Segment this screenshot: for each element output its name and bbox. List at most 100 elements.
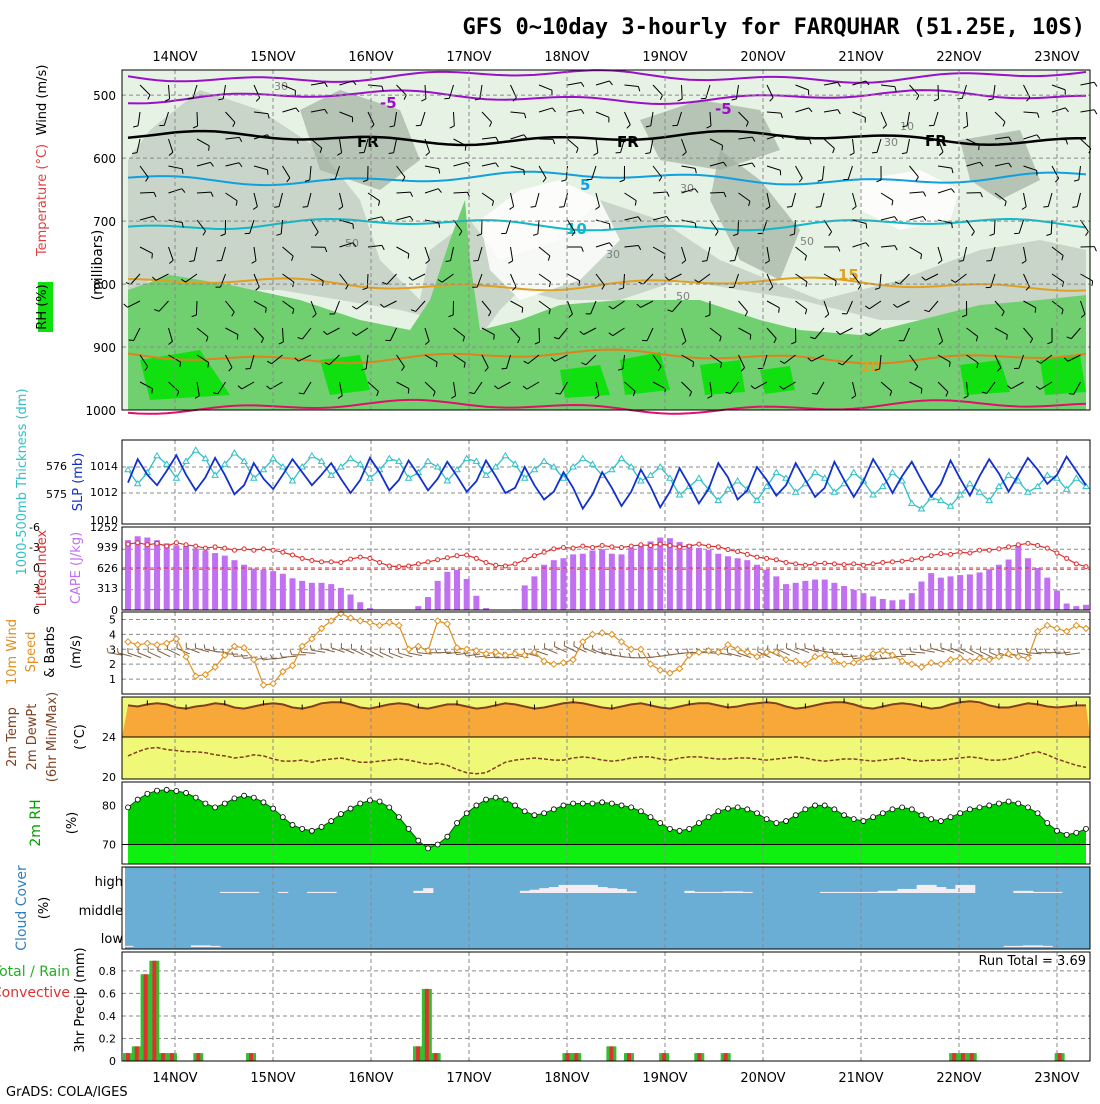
rh2m-point <box>609 801 614 806</box>
rh2m-point <box>648 815 653 820</box>
li-point <box>203 546 207 550</box>
cloud-bar-high <box>326 892 336 893</box>
rh2m-point <box>900 805 905 810</box>
cape-bar <box>183 546 189 610</box>
cloud-bar-low <box>1004 946 1014 947</box>
rh2m-point <box>774 821 779 826</box>
li-point <box>1026 541 1030 545</box>
rh2m-point <box>938 819 943 824</box>
rh2m-point <box>338 812 343 817</box>
rh2m-point <box>803 807 808 812</box>
rh2m-point <box>135 797 140 802</box>
cape-tick-label: 939 <box>97 541 118 554</box>
cloud-bar-high <box>946 889 956 893</box>
cloud-bar-high <box>588 885 598 893</box>
precip-bar-convective <box>416 1046 420 1061</box>
rh2m-point <box>580 801 585 806</box>
li-point <box>455 554 459 558</box>
cape-bar <box>638 545 644 610</box>
wind-barb-tick <box>779 308 780 313</box>
li-point <box>716 545 720 549</box>
cape-bar <box>560 558 566 610</box>
cape-bar <box>1015 545 1021 610</box>
bottom-date-label: 20NOV <box>740 1071 785 1086</box>
wind-barb <box>234 656 248 657</box>
rh2m-point <box>929 817 934 822</box>
wind-barb-tick <box>303 207 308 208</box>
cloud-bar-high <box>249 892 259 893</box>
temp-label-line4: (°C) <box>73 724 88 750</box>
cloud-bar-high <box>530 890 540 893</box>
cape-tick-label: 313 <box>97 582 118 595</box>
precip-axis-label: 3hr Precip (mm) <box>73 947 88 1052</box>
rh2m-point <box>348 806 353 811</box>
isotherm-label: 30 <box>606 248 620 261</box>
wind-barb-tick <box>494 335 495 340</box>
li-point <box>900 559 904 563</box>
rh2m-point <box>435 842 440 847</box>
wind-barb-tick <box>107 648 108 653</box>
cape-bar <box>173 545 179 610</box>
precip-bar-convective <box>170 1053 174 1061</box>
bottom-date-label: 17NOV <box>446 1071 491 1086</box>
li-point <box>813 562 817 566</box>
pressure-axis-label: (millibars) <box>90 230 106 301</box>
li-point <box>494 563 498 567</box>
cape-bar <box>202 550 208 610</box>
li-point <box>910 558 914 562</box>
cape-bar <box>309 583 315 610</box>
cape-bar <box>319 583 325 610</box>
top-date-label: 16NOV <box>348 50 393 65</box>
rh2m-point <box>851 817 856 822</box>
wind-barb-tick <box>274 207 279 208</box>
thickness-tick-label: 575 <box>46 488 67 501</box>
rh-saturated-region <box>1040 355 1086 395</box>
li-point <box>803 563 807 567</box>
rh2m-point <box>213 805 218 810</box>
cape-bar <box>648 541 654 610</box>
cape-bar <box>522 585 528 610</box>
rh2m-point <box>155 788 160 793</box>
li-point <box>649 543 653 547</box>
li-point <box>194 544 198 548</box>
li-point <box>1045 546 1049 550</box>
isotherm-label: 50 <box>800 235 814 248</box>
cape-bar <box>667 538 673 610</box>
cloud-bar-high <box>839 892 849 893</box>
rh2m-point <box>406 826 411 831</box>
rh2m-point <box>871 815 876 820</box>
cape-bar <box>280 574 286 610</box>
rh2m-point <box>696 821 701 826</box>
rh2m-point <box>387 805 392 810</box>
li-point <box>919 556 923 560</box>
precip-tick-label: 0 <box>109 1055 116 1068</box>
li-point <box>561 546 565 550</box>
cape-bar <box>948 576 954 610</box>
bottom-date-label: 19NOV <box>642 1071 687 1086</box>
cape-bar <box>783 584 789 610</box>
cloud-bar-high <box>520 891 530 893</box>
wind10m-label-line4: (m/s) <box>69 635 84 669</box>
cloud-level-label: middle <box>79 904 123 919</box>
li-point <box>368 556 372 560</box>
cloud-bar-low <box>201 945 211 947</box>
wind-barb-tick <box>1092 281 1093 286</box>
rh2m-point <box>464 811 469 816</box>
wind-barb-tick <box>117 648 118 653</box>
li-point <box>745 552 749 556</box>
wind-barb-tick <box>750 335 751 340</box>
cape-bar <box>338 588 344 610</box>
wind-tick-label: 5 <box>109 613 116 626</box>
isotherm-label: -5 <box>380 94 397 112</box>
rh2m-point <box>735 805 740 810</box>
li-point <box>426 560 430 564</box>
precip-tick-label: 0.8 <box>99 965 117 978</box>
cape-bar <box>677 542 683 610</box>
wind10m-label-line1: 10m Wind <box>5 619 20 685</box>
pressure-tick-label: 900 <box>93 341 116 355</box>
wind-barb <box>196 301 197 315</box>
cloud-bar-high <box>617 889 627 893</box>
rh2m-point <box>1045 821 1050 826</box>
temp-label-line3: (6hr Min/Max) <box>45 692 60 782</box>
precip-bar-convective <box>135 1046 139 1061</box>
